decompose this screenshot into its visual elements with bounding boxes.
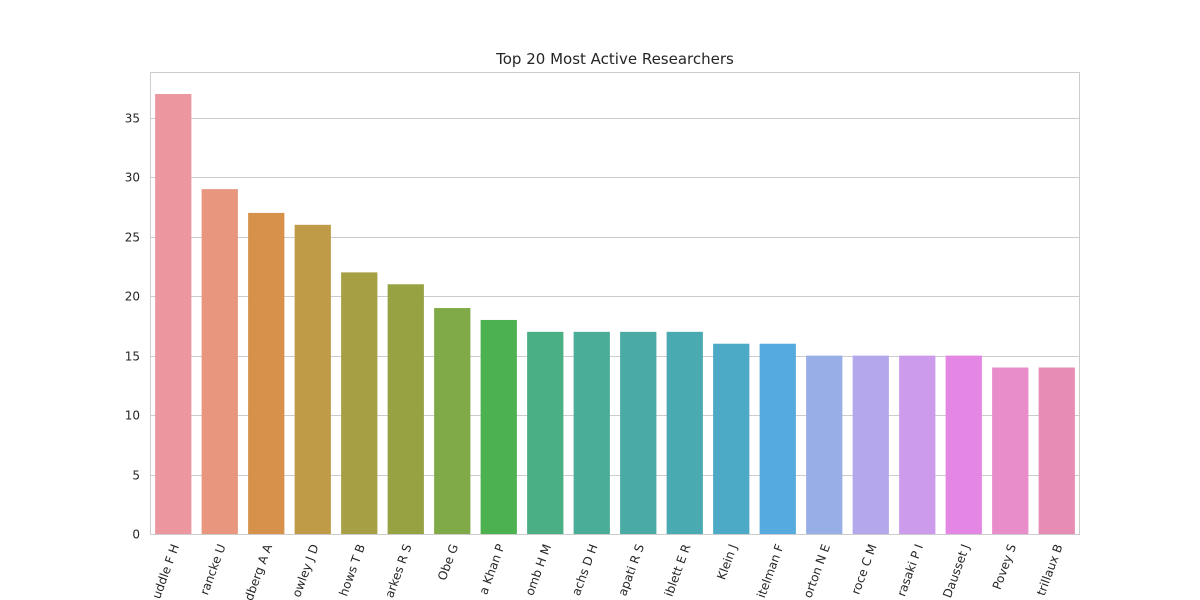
y-axis: 0 5 10 15 20 25 30 35 <box>125 112 140 542</box>
bar <box>666 331 703 534</box>
bar <box>480 319 517 534</box>
bar <box>573 331 610 534</box>
x-tick-label: hows T B <box>336 542 368 598</box>
x-tick-label: orton N E <box>801 542 833 600</box>
bar <box>1038 367 1075 534</box>
chart-title: Top 20 Most Active Researchers <box>495 50 734 68</box>
y-tick-label: 30 <box>125 171 140 185</box>
x-tick-label: Klein J <box>714 542 740 581</box>
y-tick-label: 0 <box>132 528 140 542</box>
bar <box>992 367 1029 534</box>
x-tick-label: Obe G <box>435 542 461 582</box>
plot-frame <box>150 72 1080 535</box>
x-tick-label: achs D H <box>569 542 601 597</box>
x-tick-label: arkes R S <box>382 542 414 599</box>
x-tick-label: dberg A A <box>242 542 276 600</box>
x-tick-label: roce C M <box>849 542 880 596</box>
y-tick-label: 5 <box>132 469 140 483</box>
y-tick-label: 20 <box>125 290 140 304</box>
bar <box>434 308 471 534</box>
y-tick-label: 10 <box>125 409 140 423</box>
bar <box>248 212 285 535</box>
x-tick-label: rasaki P I <box>894 542 926 598</box>
x-tick-label: rancke U <box>197 542 228 597</box>
bar <box>945 355 982 534</box>
x-tick-label: iblett E R <box>662 542 694 598</box>
x-tick-label: a Khan P <box>476 542 507 596</box>
bar <box>759 343 796 534</box>
x-axis: uddle F H rancke U dberg A A owley J D hows … <box>149 542 1065 600</box>
x-tick-label: apati R S <box>615 542 647 597</box>
y-tick-label: 15 <box>125 350 140 364</box>
bar <box>713 343 750 534</box>
bar <box>341 272 378 534</box>
bar <box>155 94 192 534</box>
x-tick-label: owley J D <box>289 542 321 599</box>
bar <box>852 355 889 534</box>
x-tick-label: Povey S <box>990 542 1019 591</box>
y-tick-label: 25 <box>125 231 140 245</box>
x-tick-label: Dausset J <box>940 542 972 600</box>
bar <box>294 224 331 534</box>
bar <box>387 284 424 534</box>
plot-background <box>150 72 1080 535</box>
bar <box>201 189 238 534</box>
x-tick-label: trillaux B <box>1034 542 1066 597</box>
bar <box>806 355 843 534</box>
bar <box>527 331 564 534</box>
y-tick-label: 35 <box>125 112 140 126</box>
x-tick-label: omb H M <box>523 542 555 597</box>
bar <box>620 331 657 534</box>
x-tick-label: itelman F <box>754 542 786 600</box>
x-tick-label: uddle F H <box>149 542 182 600</box>
bar <box>899 355 936 534</box>
bars <box>155 94 1075 535</box>
